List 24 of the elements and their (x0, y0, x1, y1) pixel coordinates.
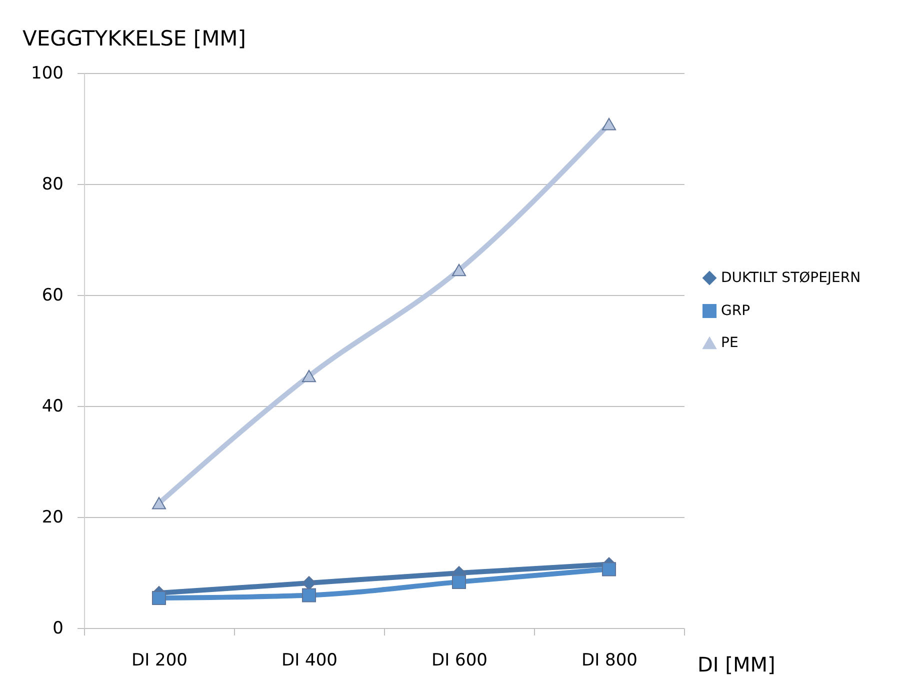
x-tick-label: DI 600 (432, 650, 488, 670)
x-tick-label: DI 400 (282, 650, 338, 670)
point (152, 496, 166, 510)
legend-label: GRP (721, 303, 750, 319)
y-axis-title: VEGGTYKKELSE [MM] (22, 26, 246, 50)
point (602, 118, 616, 130)
y-tick-label: 0 (52, 618, 64, 638)
point (452, 574, 466, 589)
y-tick-label: 60 (42, 286, 64, 306)
y-tick-label: 20 (42, 508, 64, 528)
point (302, 576, 316, 590)
x-tick-label: DI 800 (582, 650, 638, 670)
point (152, 591, 166, 606)
x-tick-label: DI 200 (132, 650, 188, 670)
y-tick-label: 100 (31, 64, 64, 84)
legend-label: PE (721, 335, 738, 351)
y-tick-label: 40 (42, 396, 64, 416)
point (302, 370, 316, 382)
point (302, 588, 316, 602)
point (452, 264, 466, 276)
x-axis-title: DI [MM] (698, 652, 776, 676)
point (602, 562, 616, 576)
legend-label: DUKTILT STØPEJERN (721, 270, 861, 286)
y-tick-label: 80 (42, 174, 64, 194)
